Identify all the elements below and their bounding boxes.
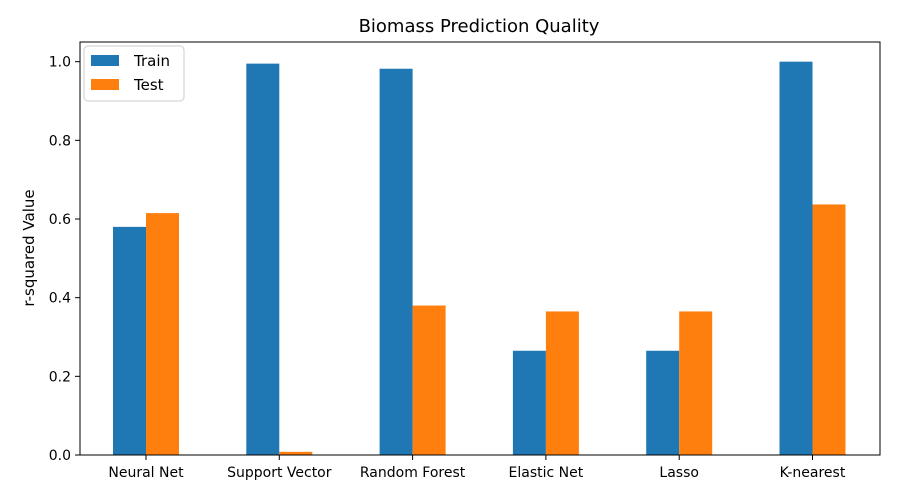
legend-swatch-test	[91, 79, 119, 90]
y-tick-label: 0.0	[49, 448, 71, 464]
x-tick-label: K-nearest	[780, 465, 846, 481]
y-tick-label: 0.6	[49, 212, 71, 228]
y-tick-label: 0.2	[49, 369, 71, 385]
bar-test-lasso	[679, 311, 713, 455]
plot-frame	[79, 41, 881, 456]
legend-label-test: Test	[133, 76, 164, 94]
y-tick-label: 0.4	[49, 291, 71, 307]
bar-train-random-forest	[379, 68, 413, 455]
y-axis-label: r-squared Value	[20, 189, 38, 306]
bar-test-support-vector	[279, 451, 313, 455]
y-tick-label: 0.8	[49, 133, 71, 149]
bar-test-random-forest	[412, 305, 446, 455]
bar-train-lasso	[646, 350, 680, 455]
legend: Train Test	[83, 45, 185, 102]
chart-title: Biomass Prediction Quality	[359, 16, 600, 37]
x-tick-label: Random Forest	[360, 465, 466, 481]
bar-train-k-nearest	[779, 61, 813, 456]
x-tick-label: Lasso	[659, 465, 699, 481]
x-axis-ticks: Neural Net Support Vector Random Forest Ela…	[108, 455, 846, 481]
bar-train-neural-net	[113, 226, 146, 455]
x-tick-label: Elastic Net	[509, 465, 584, 481]
y-axis-ticks: 0.0 0.2 0.4 0.6 0.8 1.0	[49, 55, 80, 464]
y-tick-label: 1.0	[49, 55, 71, 71]
bar-train-support-vector	[246, 63, 280, 456]
legend-label-train: Train	[133, 52, 170, 70]
bar-test-neural-net	[146, 213, 179, 455]
bars-group	[113, 61, 846, 456]
x-tick-label: Neural Net	[108, 465, 184, 481]
x-tick-label: Support Vector	[227, 465, 332, 481]
legend-swatch-train	[91, 55, 119, 66]
bar-test-k-nearest	[812, 204, 846, 455]
bar-train-elastic-net	[512, 350, 546, 455]
bar-test-elastic-net	[545, 311, 579, 455]
